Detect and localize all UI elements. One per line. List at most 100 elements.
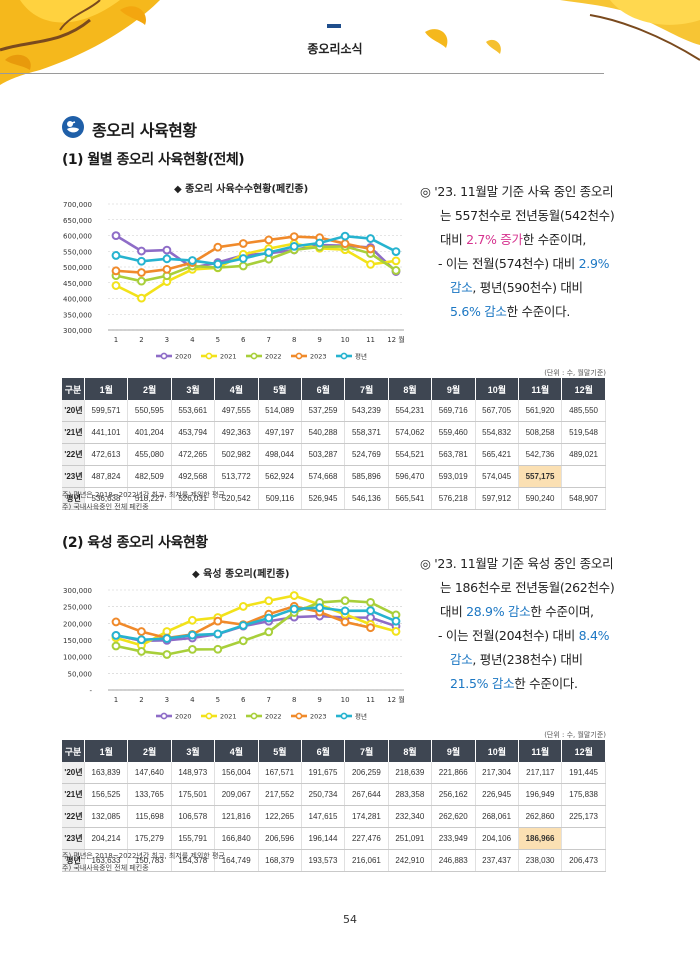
table-cell: 543,239 xyxy=(344,400,389,422)
data-point xyxy=(213,629,223,639)
y-tick-label: - xyxy=(89,687,92,695)
legend-label: 평년 xyxy=(355,352,367,361)
table-cell: 502,982 xyxy=(214,443,259,466)
table-cell: 193,573 xyxy=(301,849,346,872)
data-point xyxy=(238,621,248,630)
data-point xyxy=(213,259,223,269)
table-cell: 569,716 xyxy=(431,400,476,422)
data-point xyxy=(137,627,146,636)
section2-title: (2) 육성 종오리 사육현황 xyxy=(62,535,208,551)
table-header-cell: 구분 xyxy=(62,378,86,400)
data-point xyxy=(162,634,172,643)
row-label: '20년 xyxy=(62,400,86,422)
table1: 구분 1월 2월 3월 4월 5월 6월 7월 8월 9월 10월 11월 12월 '20년 599,57… xyxy=(62,378,606,510)
table-cell: 163,839 xyxy=(84,762,129,784)
chart2-line-chart: - 50,000 100,000 150,000 200,000 250,000 300,0… xyxy=(63,587,405,721)
x-tick-label: 10 xyxy=(341,696,350,704)
section1-summary-detail: - 이는 전월(574천수) 대비 2.9% 감소, 평년(590천수) 대비 … xyxy=(438,256,610,319)
table-cell: 167,571 xyxy=(258,762,303,784)
table-cell: 267,644 xyxy=(344,783,389,806)
table-header-cell: 11월 xyxy=(518,740,563,762)
y-tick-label: 650,000 xyxy=(63,217,92,225)
duck-icon xyxy=(62,116,84,138)
table-row: '23년 487,824 482,509 492,568 513,772 562,924 5… xyxy=(62,465,606,488)
table-cell: 217,552 xyxy=(258,783,303,806)
y-tick-label: 100,000 xyxy=(63,654,92,662)
table-cell: 546,136 xyxy=(344,487,389,510)
table-cell: 283,358 xyxy=(388,783,433,806)
table-row: '20년 163,839 147,640 148,973 156,004 167,571 1… xyxy=(62,762,606,784)
legend-label: 2021 xyxy=(220,353,237,361)
y-tick-label: 200,000 xyxy=(63,620,92,628)
section2-summary-main: ◎ '23. 11월말 기준 육성 중인 종오리는 186천수로 전년동월(26… xyxy=(420,556,615,619)
x-tick-label: 12 월 xyxy=(387,335,405,344)
table-cell: 574,062 xyxy=(388,421,433,444)
x-tick-label: 3 xyxy=(165,696,169,704)
table-header-cell: 2월 xyxy=(127,740,172,762)
table-cell: 559,460 xyxy=(431,421,476,444)
legend-label: 평년 xyxy=(355,712,367,721)
data-point xyxy=(264,613,274,623)
table-cell: 401,204 xyxy=(127,421,172,444)
data-point xyxy=(238,602,248,611)
row-label: '20년 xyxy=(62,762,86,784)
table-header-cell: 9월 xyxy=(431,378,476,400)
data-point xyxy=(391,266,401,275)
row-label: '22년 xyxy=(62,805,86,828)
x-tick-label: 9 xyxy=(317,336,321,344)
table-cell xyxy=(561,827,606,850)
table-cell: 441,101 xyxy=(84,421,129,444)
table-cell: 537,259 xyxy=(301,400,346,422)
table1-note-2: 주) 국내사육중인 전체 페킨종 xyxy=(62,503,149,511)
table-cell: 218,639 xyxy=(388,762,433,784)
table-cell: 482,509 xyxy=(127,465,172,488)
table-row: '23년 204,214 175,279 155,791 166,840 206,596 1… xyxy=(62,827,606,850)
table2-unit: (단위 : 수, 월말기준) xyxy=(544,731,606,739)
x-tick-label: 12 월 xyxy=(387,695,405,704)
y-tick-label: 700,000 xyxy=(63,201,92,209)
y-tick-label: 300,000 xyxy=(63,327,92,335)
legend-marker xyxy=(250,352,258,360)
data-point xyxy=(289,604,299,614)
data-point xyxy=(289,232,299,242)
table2-note-2: 주) 국내사육중인 전체 페킨종 xyxy=(62,864,149,872)
header-accent-bar xyxy=(327,24,341,28)
x-tick-label: 4 xyxy=(190,336,195,344)
page-number: 54 xyxy=(343,913,357,926)
data-point xyxy=(366,606,375,616)
table-header-cell: 3월 xyxy=(171,740,216,762)
data-point xyxy=(111,266,121,276)
section1-title: (1) 월별 종오리 사육현황(전체) xyxy=(62,152,245,168)
legend-marker xyxy=(295,712,303,720)
table-cell: 196,949 xyxy=(518,783,563,806)
data-point xyxy=(264,627,274,637)
data-point xyxy=(366,623,375,633)
y-tick-label: 500,000 xyxy=(63,264,92,272)
x-tick-label: 7 xyxy=(266,696,270,704)
table-cell: 472,613 xyxy=(84,443,129,466)
table-header-cell: 5월 xyxy=(258,378,303,400)
table-cell: 550,595 xyxy=(127,400,172,422)
table-cell: 518,227 xyxy=(127,487,172,510)
table-cell: 513,772 xyxy=(214,465,259,488)
table-row: '22년 132,085 115,698 106,578 121,816 122,265 1… xyxy=(62,805,606,828)
table-cell: 576,218 xyxy=(431,487,476,510)
table-cell: 156,004 xyxy=(214,762,259,784)
data-point xyxy=(264,235,274,245)
table-cell: 196,144 xyxy=(301,827,346,850)
x-tick-label: 1 xyxy=(114,696,118,704)
section1-summary-main: ◎ '23. 11월말 기준 사육 중인 종오리는 557천수로 전년동월(54… xyxy=(420,184,615,247)
data-point xyxy=(162,254,172,264)
table-header-row: 구분 1월 2월 3월 4월 5월 6월 7월 8월 9월 10월 11월 12월 xyxy=(62,740,606,762)
data-point xyxy=(264,248,274,257)
table1-note-1: 주) 평년은 2018~2022년간 최고, 최저를 제외한 평균 xyxy=(62,491,225,499)
table-cell: 216,061 xyxy=(344,849,389,872)
x-tick-label: 11 xyxy=(366,336,375,344)
table-cell: 565,541 xyxy=(388,487,433,510)
table-cell: 250,734 xyxy=(301,783,346,806)
data-point xyxy=(213,644,223,654)
table-cell: 519,548 xyxy=(561,421,606,444)
table-cell: 557,175 xyxy=(518,465,563,488)
y-tick-label: 400,000 xyxy=(63,296,92,304)
row-label: '22년 xyxy=(62,443,86,466)
